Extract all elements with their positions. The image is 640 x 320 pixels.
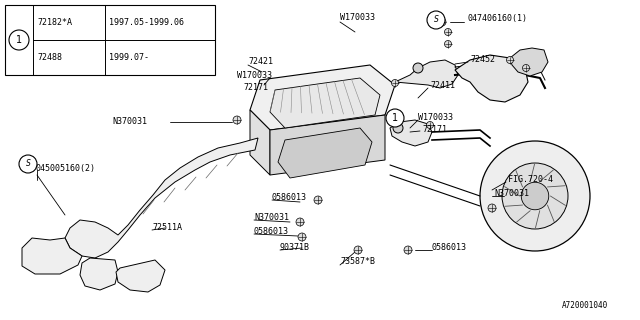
Text: 72421: 72421 [248, 58, 273, 67]
Text: W170033: W170033 [237, 70, 272, 79]
Circle shape [19, 155, 37, 173]
Text: 72488: 72488 [37, 53, 62, 62]
Circle shape [354, 246, 362, 254]
Circle shape [438, 18, 446, 26]
Text: 72411: 72411 [430, 82, 455, 91]
Circle shape [296, 218, 304, 226]
Text: 047406160(1): 047406160(1) [468, 13, 528, 22]
Text: 0586013: 0586013 [272, 193, 307, 202]
Polygon shape [80, 258, 118, 290]
Text: 72171: 72171 [422, 124, 447, 133]
Text: S: S [433, 15, 438, 25]
Circle shape [393, 123, 403, 133]
Text: 73587*B: 73587*B [340, 258, 375, 267]
Text: 72171: 72171 [243, 83, 268, 92]
Text: 1997.05-1999.06: 1997.05-1999.06 [109, 18, 184, 27]
Text: W170033: W170033 [340, 13, 375, 22]
Bar [5, 5, 215, 75]
Text: 1: 1 [16, 35, 22, 45]
Polygon shape [270, 115, 385, 175]
Circle shape [298, 233, 306, 241]
Polygon shape [22, 238, 82, 274]
Circle shape [9, 30, 29, 50]
Text: A720001040: A720001040 [562, 301, 608, 310]
Circle shape [392, 79, 399, 86]
Text: 72511A: 72511A [152, 223, 182, 233]
Text: 90371B: 90371B [280, 244, 310, 252]
Polygon shape [455, 55, 528, 102]
Circle shape [413, 63, 423, 73]
Circle shape [445, 41, 451, 47]
Polygon shape [65, 138, 258, 258]
Circle shape [506, 57, 513, 63]
Circle shape [426, 122, 433, 129]
Text: W170033: W170033 [418, 114, 453, 123]
Circle shape [404, 246, 412, 254]
Text: 0586013: 0586013 [432, 244, 467, 252]
Polygon shape [278, 128, 372, 178]
Circle shape [488, 204, 496, 212]
Circle shape [502, 163, 568, 229]
Text: N370031: N370031 [112, 117, 147, 126]
Polygon shape [270, 78, 380, 128]
Text: S: S [26, 159, 31, 169]
Circle shape [521, 182, 548, 210]
Text: 0586013: 0586013 [254, 228, 289, 236]
Text: 1: 1 [392, 113, 398, 123]
Text: 045005160(2): 045005160(2) [35, 164, 95, 172]
Polygon shape [250, 110, 270, 175]
Circle shape [445, 28, 451, 36]
Circle shape [233, 116, 241, 124]
Circle shape [386, 109, 404, 127]
Text: N370031: N370031 [254, 213, 289, 222]
Polygon shape [510, 48, 548, 76]
Polygon shape [250, 65, 395, 130]
Text: 72452: 72452 [470, 55, 495, 65]
Polygon shape [395, 60, 458, 88]
Text: FIG.720-4: FIG.720-4 [508, 175, 553, 185]
Text: 1999.07-: 1999.07- [109, 53, 149, 62]
Circle shape [480, 141, 590, 251]
Text: N370031: N370031 [494, 189, 529, 198]
Polygon shape [390, 120, 432, 146]
Text: 72182*A: 72182*A [37, 18, 72, 27]
Circle shape [427, 11, 445, 29]
Polygon shape [116, 260, 165, 292]
Circle shape [522, 65, 529, 71]
Circle shape [314, 196, 322, 204]
